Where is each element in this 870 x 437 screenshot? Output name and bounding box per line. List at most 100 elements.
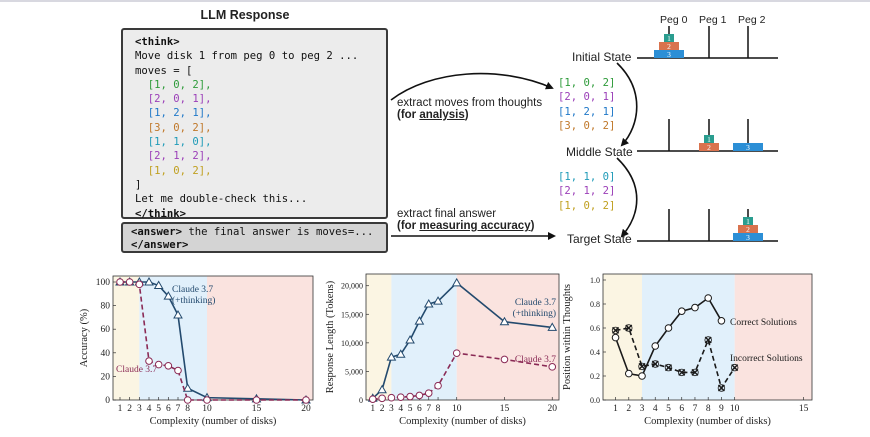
y-tick-label: 10,000 — [341, 339, 363, 348]
data-point — [638, 372, 646, 380]
x-tick-label: 7 — [693, 404, 698, 414]
x-tick-label: 15 — [500, 404, 510, 414]
data-point — [717, 384, 725, 392]
hanoi-disk-label: 3 — [746, 233, 750, 242]
data-point-ring — [678, 368, 686, 377]
move-entry: [3, 0, 2] — [558, 119, 616, 132]
chart-frame — [602, 273, 813, 401]
response-line: [2, 1, 2], — [135, 150, 212, 163]
data-point — [691, 368, 699, 376]
chart-panel-1: 1 2 3 4 5 6 7 8 10 15 20 0 20 40 60 80 100 Complexity (nu… — [79, 275, 314, 427]
x-tick-label: 3 — [389, 404, 394, 414]
data-point — [386, 352, 397, 361]
data-point — [704, 294, 712, 302]
response-line: [1, 1, 0], — [135, 136, 212, 149]
chart-region — [207, 276, 313, 400]
y-tick-label: 5,000 — [345, 367, 363, 376]
data-point — [717, 317, 726, 325]
data-point — [174, 366, 182, 375]
hanoi-disk — [733, 233, 763, 241]
extract-thoughts-label: extract moves from thoughts (for analysi… — [397, 97, 542, 121]
data-point — [625, 324, 633, 332]
data-point — [252, 396, 261, 404]
extract-thoughts-paren-open: (for — [397, 109, 420, 121]
hanoi-disk — [699, 143, 719, 151]
data-point — [144, 276, 154, 286]
data-point — [405, 334, 415, 344]
data-point — [638, 362, 646, 370]
chart-region — [642, 274, 735, 400]
move-entry: [1, 0, 2] — [558, 199, 616, 212]
series-label-thinking: (+thinking) — [513, 308, 556, 319]
peg-0-label: Peg 0 — [660, 14, 688, 26]
chart-region — [139, 276, 207, 400]
data-point — [611, 333, 620, 342]
answer-text: the final answer is moves=... — [182, 226, 374, 238]
series-line — [615, 327, 736, 390]
data-point-ring — [717, 384, 726, 392]
data-point — [173, 310, 183, 319]
hanoi-disk-label: 2 — [746, 225, 750, 234]
extract-final-paren-close: ) — [530, 220, 535, 232]
x-tick-label: 5 — [666, 404, 671, 414]
data-point — [678, 368, 686, 376]
x-tick-label: 6 — [679, 404, 684, 414]
data-point — [499, 316, 510, 326]
response-line: Let me double-check this... — [135, 193, 308, 206]
x-tick-label: 3 — [137, 404, 142, 414]
hanoi-disk — [704, 135, 714, 143]
x-tick-label: 4 — [147, 404, 152, 414]
data-point — [203, 396, 211, 404]
extract-thoughts-paren-close: ) — [464, 109, 469, 121]
data-point — [624, 369, 633, 378]
chart-panel-2: 1 2 3 4 5 6 7 8 10 15 20 0 5,000 10,000 15,000 20,000 Co… — [325, 273, 560, 427]
x-tick-label: 2 — [626, 404, 631, 414]
y-tick-label: 1.0 — [590, 276, 600, 285]
x-tick-label: 15 — [252, 404, 262, 414]
data-point — [677, 307, 686, 316]
x-tick-label: 8 — [436, 404, 441, 414]
data-point — [451, 277, 462, 287]
peg-2-label: Peg 2 — [738, 14, 766, 26]
x-tick-label: 15 — [799, 404, 809, 414]
move-entry: [1, 1, 0] — [558, 171, 616, 183]
x-axis-label: Complexity (number of disks) — [150, 416, 277, 427]
extract-final-bold: measuring accuracy — [419, 220, 531, 232]
chart-region — [391, 274, 457, 400]
series-label-base: Claude 3.7 — [116, 365, 157, 375]
data-point — [433, 296, 443, 305]
x-axis-label: Complexity (number of disks) — [644, 416, 771, 427]
x-tick-label: 20 — [547, 404, 557, 414]
data-point — [164, 361, 173, 370]
series-label-thinking: Claude 3.7 — [172, 285, 213, 295]
x-axis-label: Complexity (number of disks) — [399, 416, 526, 427]
x-tick-label: 5 — [408, 404, 413, 414]
chart-region — [366, 274, 392, 400]
response-title: LLM Response — [200, 8, 290, 22]
hanoi-disk-label: 1 — [667, 34, 671, 43]
x-tick-label: 8 — [706, 404, 711, 414]
chart-region — [456, 274, 559, 400]
data-point — [704, 336, 712, 344]
data-point — [377, 384, 387, 394]
data-point — [500, 355, 509, 364]
response-line: [3, 0, 2], — [135, 121, 212, 134]
data-point — [424, 389, 433, 397]
x-tick-label: 3 — [640, 404, 645, 414]
series-label-correct: Correct Solutions — [730, 318, 797, 328]
x-tick-label: 6 — [417, 404, 422, 414]
data-point — [414, 316, 425, 325]
series-line — [372, 352, 553, 400]
y-axis-label: Response Length (Tokens) — [325, 280, 336, 393]
data-point — [183, 396, 192, 404]
x-tick-label: 20 — [301, 404, 311, 414]
target-state-label: Target State — [567, 232, 632, 246]
data-point — [145, 357, 153, 365]
data-point — [153, 280, 164, 290]
data-point — [664, 364, 672, 372]
hanoi-disk — [664, 34, 674, 42]
moves-group-2: [1, 1, 0] [2, 1, 2] [1, 0, 2] — [558, 170, 615, 213]
arrow-initial-to-middle — [616, 62, 638, 147]
y-tick-label: 15,000 — [341, 310, 363, 319]
